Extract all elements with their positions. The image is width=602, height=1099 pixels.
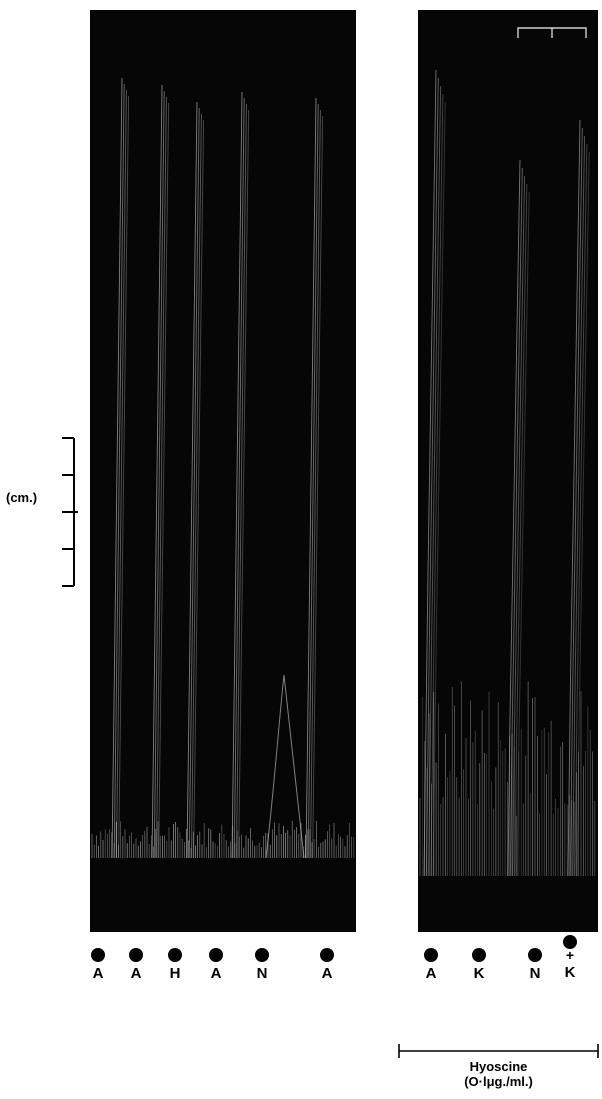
marker-label: K [564, 964, 576, 981]
dot-icon [424, 948, 438, 962]
marker-label: A [92, 965, 104, 982]
marker-label: A [321, 965, 333, 982]
treatment-period-bar [398, 1044, 599, 1058]
contraction-trace [231, 91, 243, 859]
treatment-name: Hyoscine [469, 1059, 528, 1074]
contraction-trace [188, 107, 200, 859]
contraction-trace [307, 103, 319, 859]
contraction-traces-right [419, 27, 596, 877]
marker-right-4: + K [555, 935, 585, 981]
marker-left-6: A [312, 948, 342, 982]
contraction-trace [309, 109, 321, 859]
contraction-trace [153, 90, 165, 859]
marker-label: N [256, 965, 268, 982]
dot-icon [528, 948, 542, 962]
contraction-trace [113, 83, 125, 859]
marker-label: A [130, 965, 142, 982]
contraction-trace [151, 84, 163, 859]
marker-right-2: K [464, 948, 494, 982]
marker-right-3: N [520, 948, 550, 982]
dot-icon [168, 948, 182, 962]
contraction-traces-left [91, 77, 355, 859]
trace-panel-right [418, 10, 598, 932]
contraction-trace [235, 103, 247, 859]
marker-left-5: N [247, 948, 277, 982]
trace-panel-left [90, 10, 356, 932]
contraction-trace [193, 119, 205, 859]
marker-label: N [529, 965, 541, 982]
scale-bar [62, 437, 78, 587]
marker-label: K [473, 965, 485, 982]
contraction-trace [432, 101, 446, 877]
dot-icon [255, 948, 269, 962]
marker-left-3: H [160, 948, 190, 982]
treatment-dose: (O·lμg./ml.) [464, 1074, 533, 1089]
marker-label: H [169, 965, 181, 982]
contraction-trace [305, 97, 317, 859]
contraction-trace [155, 96, 167, 859]
dot-icon [209, 948, 223, 962]
contraction-trace [265, 674, 305, 859]
contraction-trace [428, 85, 442, 877]
contraction-trace [430, 93, 444, 877]
contraction-trace [238, 109, 250, 859]
marker-label: A [425, 965, 437, 982]
marker-right-1: A [416, 948, 446, 982]
marker-left-2: A [121, 948, 151, 982]
contraction-trace [233, 97, 245, 859]
plus-sign: + [565, 947, 575, 963]
contraction-trace [111, 77, 123, 859]
marker-label: A [210, 965, 222, 982]
dot-icon [320, 948, 334, 962]
contraction-trace [186, 101, 198, 859]
dot-icon [563, 935, 577, 949]
marker-left-1: A [83, 948, 113, 982]
scale-label: (cm.) [6, 490, 38, 505]
contraction-trace [118, 95, 130, 859]
treatment-label: Hyoscine (O·lμg./ml.) [398, 1059, 599, 1089]
contraction-trace [425, 77, 439, 877]
contraction-trace [312, 115, 324, 859]
contraction-trace [567, 119, 581, 877]
contraction-trace [115, 89, 127, 859]
dot-icon [472, 948, 486, 962]
contraction-trace [190, 113, 202, 859]
dot-icon [91, 948, 105, 962]
contraction-trace [423, 69, 437, 877]
contraction-trace [158, 102, 170, 859]
dot-icon [129, 948, 143, 962]
marker-left-4: A [201, 948, 231, 982]
